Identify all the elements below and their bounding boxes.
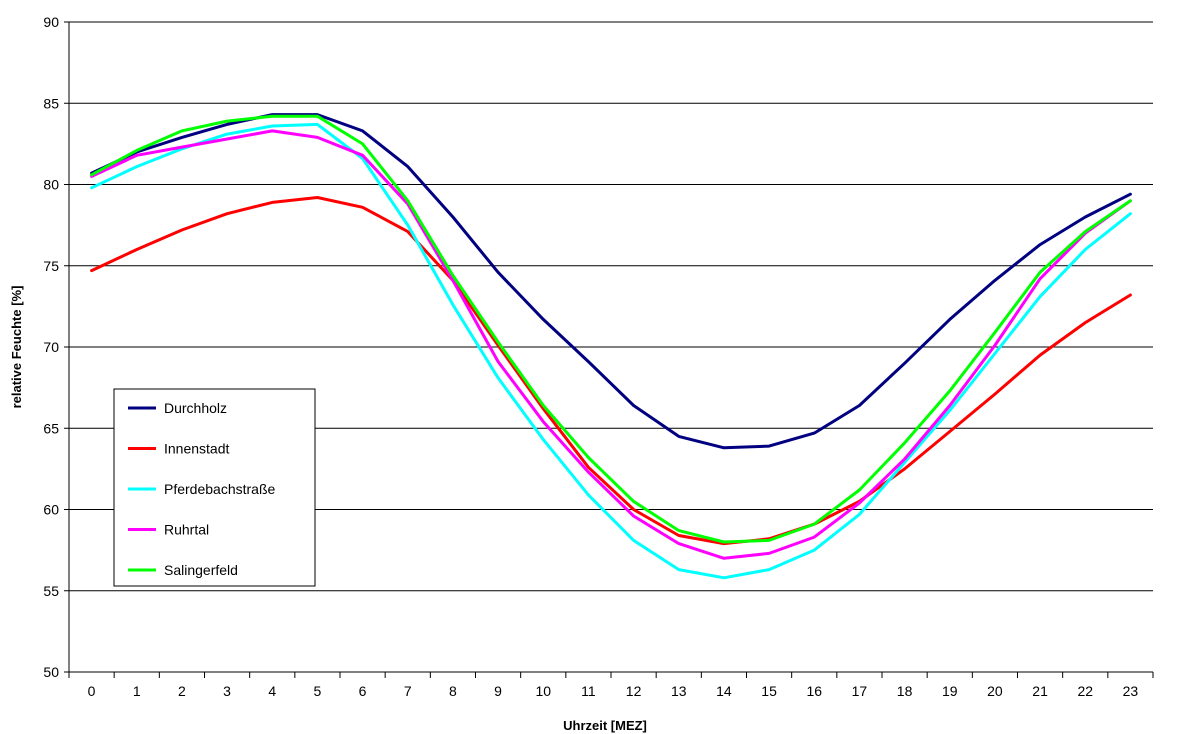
x-tick-label: 0	[88, 683, 96, 699]
y-tick-label: 65	[43, 420, 59, 436]
x-tick-label: 4	[268, 683, 276, 699]
y-tick-label: 85	[43, 95, 59, 111]
x-tick-label: 9	[494, 683, 502, 699]
legend-label: Salingerfeld	[164, 562, 238, 578]
x-tick-label: 13	[671, 683, 687, 699]
series-line-innenstadt	[90, 196, 1132, 546]
y-tick-label: 55	[43, 583, 59, 599]
x-tick-label: 8	[449, 683, 457, 699]
x-tick-label: 11	[581, 683, 596, 699]
x-tick-label: 16	[806, 683, 822, 699]
x-tick-label: 17	[852, 683, 868, 699]
x-tick-label: 3	[223, 683, 231, 699]
legend-label: Pferdebachstraße	[164, 481, 275, 497]
y-tick-label: 70	[43, 339, 59, 355]
x-tick-label: 2	[178, 683, 186, 699]
legend-label: Ruhrtal	[164, 522, 209, 538]
series-line-pferdebachstra-e	[90, 122, 1132, 580]
x-tick-label: 5	[314, 683, 322, 699]
series-line-salingerfeld	[90, 114, 1132, 544]
y-tick-label: 60	[43, 502, 59, 518]
x-axis-ticks: 0 1 2 3 4 5 6 7 8 9 10 11 12 13 14 15 16 17 18 19 20 21 22 23	[68, 672, 1154, 699]
y-axis-ticks: 50 55 60 65 70 75 80 85 90	[43, 14, 69, 680]
x-tick-label: 23	[1123, 683, 1139, 699]
series-line-ruhrtal	[90, 129, 1132, 560]
x-tick-label: 21	[1032, 683, 1048, 699]
x-tick-label: 14	[716, 683, 732, 699]
x-tick-label: 10	[535, 683, 551, 699]
x-axis-title: Uhrzeit [MEZ]	[563, 718, 647, 733]
x-tick-label: 18	[897, 683, 913, 699]
y-axis-title: relative Feuchte [%]	[9, 286, 24, 409]
series-lines	[90, 113, 1132, 580]
x-tick-label: 7	[404, 683, 412, 699]
y-tick-label: 50	[43, 664, 59, 680]
legend: Durchholz Innenstadt Pferdebachstraße Ruhrt…	[113, 388, 316, 587]
legend-label: Durchholz	[164, 400, 227, 416]
y-tick-label: 75	[43, 258, 59, 274]
y-tick-label: 80	[43, 177, 59, 193]
x-tick-label: 12	[626, 683, 642, 699]
x-tick-label: 6	[359, 683, 367, 699]
y-tick-label: 90	[43, 14, 59, 30]
x-tick-label: 22	[1077, 683, 1093, 699]
x-tick-label: 20	[987, 683, 1003, 699]
x-tick-label: 15	[761, 683, 777, 699]
legend-label: Innenstadt	[164, 441, 229, 457]
x-tick-label: 19	[942, 683, 958, 699]
x-tick-label: 1	[133, 683, 141, 699]
